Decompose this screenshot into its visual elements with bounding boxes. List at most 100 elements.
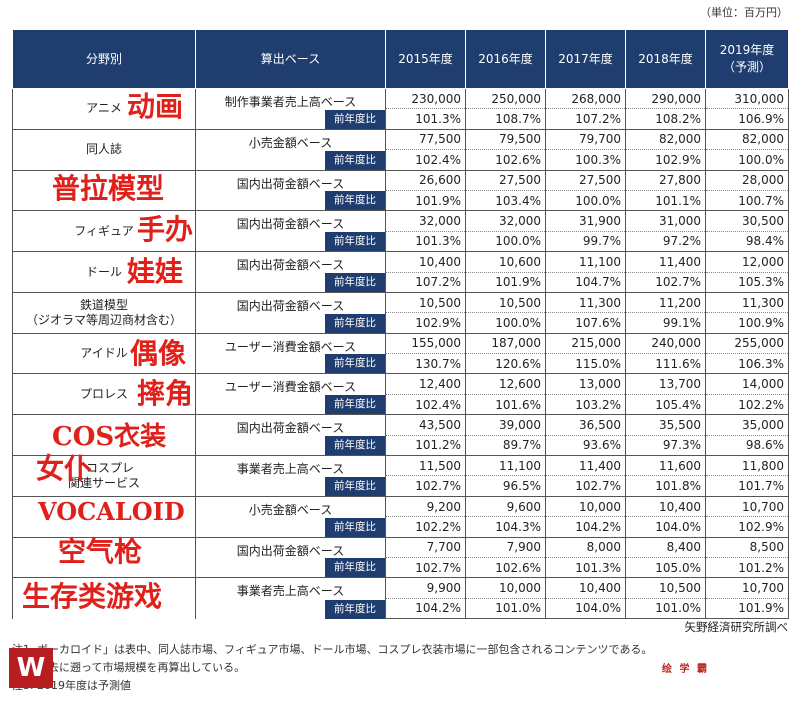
yoy-cell: 93.6% [545,435,626,457]
value-cell: 12,400 [385,373,466,395]
table-row: 102.4% 102.6% 100.3% 102.9% 100.0% [13,149,789,171]
value-cell: 11,500 [385,455,466,477]
yoy-cell: 101.2% [705,557,789,579]
yoy-cell: 105.3% [705,272,789,293]
basis-cell: 国内出荷金額ベース 前年度比 [195,291,386,334]
yoy-cell: 99.1% [625,312,706,334]
table-row: 101.9% 103.4% 100.0% 101.1% 100.7% [13,190,789,212]
value-cell: 10,600 [465,251,546,273]
segment-cell [12,414,196,456]
yoy-cell: 106.9% [705,108,789,130]
basis-cell: 事業者売上高ベース 前年度比 [195,455,386,497]
yoy-cell: 106.3% [705,353,789,375]
yoy-cell: 102.2% [385,516,466,538]
basis-cell: 国内出荷金額ベース 前年度比 [195,251,386,293]
yoy-cell: 101.1% [625,190,706,212]
table-row: 102.9% 100.0% 107.6% 99.1% 100.9% [13,312,789,334]
yoy-cell: 107.2% [385,272,466,293]
basis-cell: 国内出荷金額ベース 前年度比 [195,169,386,211]
yoy-label: 前年度比 [325,476,385,496]
header-row: 分野別 算出ベース 2015年度 2016年度 2017年度 2018年度 20… [12,29,789,89]
value-cell: 27,500 [545,169,626,191]
footnote: 注2. 過去に遡って市場規模を再算出している。 [12,661,246,674]
basis-label: ユーザー消費金額ベース [224,380,357,395]
yoy-cell: 100.0% [465,231,546,253]
value-cell: 13,700 [625,373,706,395]
segment-cell: フィギュア [12,210,196,252]
basis-cell: 国内出荷金額ベース 前年度比 [195,536,386,578]
yoy-cell: 101.7% [705,475,789,497]
value-cell: 11,400 [545,455,626,477]
header-year: 2018年度 [625,29,706,89]
yoy-label: 前年度比 [325,109,385,129]
segment-cell: アニメ [12,88,196,130]
yoy-label: 前年度比 [325,232,385,252]
value-cell: 82,000 [705,128,789,151]
value-cell: 215,000 [545,332,626,355]
basis-label: 事業者売上高ベース [236,462,345,477]
yoy-cell: 101.9% [705,598,789,620]
yoy-cell: 102.9% [625,149,706,171]
yoy-cell: 102.9% [705,516,789,538]
yoy-cell: 102.4% [385,149,466,171]
segment-cell [12,169,196,211]
value-cell: 82,000 [625,128,706,151]
overlay-annotation: 摔角 [137,377,194,410]
brand-watermark: 绘 学 霸 [662,664,709,675]
overlay-annotation: 女仆 [36,452,93,485]
value-cell: 11,200 [625,291,706,314]
yoy-cell: 100.0% [465,312,546,334]
value-cell: 7,700 [385,536,466,558]
value-cell: 13,000 [545,373,626,395]
table-row: 107.2% 101.9% 104.7% 102.7% 105.3% [13,272,789,293]
table-row: ・コスプレ 関連サービス 事業者売上高ベース 前年度比 11,500 11,100 11,… [12,455,789,497]
yoy-cell: 96.5% [465,475,546,497]
yoy-cell: 98.6% [705,435,789,457]
yoy-cell: 130.7% [385,353,466,375]
value-cell: 11,100 [465,455,546,477]
yoy-cell: 102.6% [465,557,546,579]
value-cell: 11,400 [625,251,706,273]
yoy-cell: 99.7% [545,231,626,253]
yoy-cell: 120.6% [465,353,546,375]
header-year: 2017年度 [545,29,626,89]
yoy-cell: 105.0% [625,557,706,579]
basis-label: 事業者売上高ベース [236,584,345,599]
overlay-annotation: 空气枪 [58,535,143,568]
value-cell: 9,600 [465,495,546,518]
table-row: 国内出荷金額ベース 前年度比 43,500 39,000 36,500 35,500 35,… [12,414,789,456]
basis-cell: 国内出荷金額ベース 前年度比 [195,414,386,456]
yoy-cell: 104.0% [625,516,706,538]
yoy-cell: 101.6% [465,394,546,416]
value-cell: 11,600 [625,455,706,477]
table-row: 102.7% 102.6% 101.3% 105.0% 101.2% [13,557,789,579]
basis-cell: ユーザー消費金額ベース 前年度比 [195,332,386,374]
value-cell: 35,500 [625,414,706,436]
yoy-cell: 101.9% [465,272,546,293]
yoy-label: 前年度比 [325,150,385,170]
basis-label: 国内出荷金額ベース [236,217,345,232]
table-row: 102.7% 96.5% 102.7% 101.8% 101.7% [13,475,789,497]
table-row: 101.2% 89.7% 93.6% 97.3% 98.6% [13,435,789,457]
yoy-cell: 101.9% [385,190,466,212]
overlay-annotation: VOCALOID [38,497,185,526]
value-cell: 10,500 [465,291,546,314]
yoy-cell: 100.3% [545,149,626,171]
yoy-cell: 102.7% [385,475,466,497]
yoy-cell: 107.6% [545,312,626,334]
basis-cell: 制作事業者売上高ベース 前年度比 [195,88,386,130]
table-row: 同人誌 小売金額ベース 前年度比 77,500 79,500 79,700 82,000 82… [12,128,789,171]
table-row: 104.2% 101.0% 104.0% 101.0% 101.9% [13,598,789,620]
basis-cell: 小売金額ベース 前年度比 [195,495,386,538]
yoy-cell: 102.7% [625,272,706,293]
segment-cell: 同人誌 [12,128,196,171]
table-row: 102.4% 101.6% 103.2% 105.4% 102.2% [13,394,789,416]
basis-cell: 事業者売上高ベース 前年度比 [195,577,386,619]
value-cell: 10,500 [385,291,466,314]
yoy-cell: 100.9% [705,312,789,334]
value-cell: 8,500 [705,536,789,558]
value-cell: 30,500 [705,210,789,232]
overlay-annotation: 手办 [137,213,194,246]
value-cell: 14,000 [705,373,789,395]
yoy-cell: 102.4% [385,394,466,416]
